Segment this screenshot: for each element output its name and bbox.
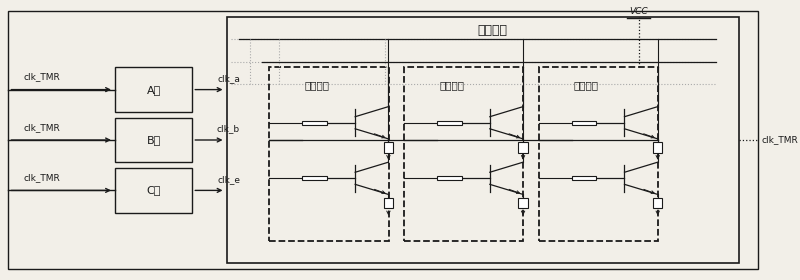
- Bar: [518, 197, 528, 208]
- Text: B机: B机: [146, 135, 161, 145]
- Text: clk_b: clk_b: [217, 124, 240, 133]
- Bar: [270, 67, 389, 241]
- Bar: [384, 142, 393, 153]
- Text: clk_TMR: clk_TMR: [24, 123, 61, 132]
- Bar: [653, 142, 662, 153]
- Text: clk_a: clk_a: [217, 74, 240, 83]
- Bar: [437, 121, 462, 125]
- Bar: [384, 197, 393, 208]
- Bar: [571, 176, 596, 180]
- Bar: [302, 121, 327, 125]
- Text: 表决单元: 表决单元: [439, 80, 464, 90]
- Bar: [115, 118, 192, 162]
- Text: VCC: VCC: [630, 7, 648, 16]
- Text: 表决电路: 表决电路: [478, 24, 507, 37]
- Text: clk_TMR: clk_TMR: [762, 136, 798, 144]
- Text: clk_e: clk_e: [217, 175, 240, 184]
- Bar: [571, 121, 596, 125]
- Bar: [227, 17, 738, 263]
- Bar: [653, 197, 662, 208]
- Text: C机: C机: [146, 185, 161, 195]
- Bar: [518, 142, 528, 153]
- Bar: [302, 176, 327, 180]
- Text: 表决单元: 表决单元: [574, 80, 599, 90]
- Text: A机: A机: [146, 85, 161, 95]
- Text: 表决单元: 表决单元: [305, 80, 330, 90]
- Bar: [404, 67, 523, 241]
- Bar: [115, 168, 192, 213]
- Bar: [437, 176, 462, 180]
- Bar: [538, 67, 658, 241]
- Text: clk_TMR: clk_TMR: [24, 73, 61, 81]
- Text: clk_TMR: clk_TMR: [24, 173, 61, 182]
- Bar: [115, 67, 192, 112]
